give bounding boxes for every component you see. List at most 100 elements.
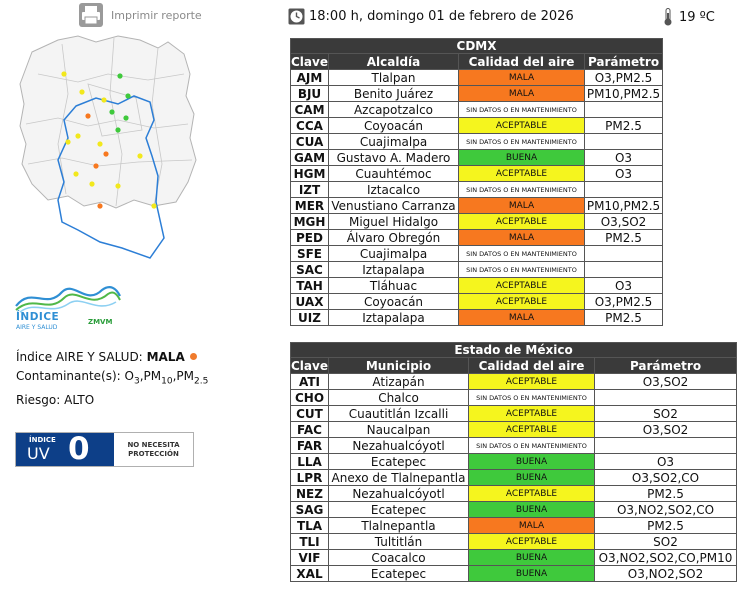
station-code: UIZ (290, 309, 329, 326)
air-quality-cell: ACEPTABLE (468, 405, 595, 422)
table-row: VIF Coacalco BUENA O3,NO2,SO2,CO,PM10 (290, 549, 738, 566)
station-code: TLA (290, 517, 329, 534)
air-quality-cell: MALA (468, 517, 595, 534)
table-row: GAM Gustavo A. Madero BUENA O3 (290, 149, 664, 166)
column-header: Parámetro (593, 357, 738, 374)
table-row: CUT Cuautitlán Izcalli ACEPTABLE SO2 (290, 405, 738, 422)
uv-value-panel: ÍNDICE UV 0 (16, 431, 114, 467)
table-row: NEZ Nezahualcóyotl ACEPTABLE PM2.5 (290, 485, 738, 502)
station-location: Nezahualcóyotl (328, 485, 469, 502)
station-marker (115, 183, 121, 189)
column-header: Municipio (328, 357, 469, 374)
station-code: CCA (290, 117, 329, 134)
air-quality-cell: ACEPTABLE (458, 117, 585, 134)
column-header: Alcaldía (328, 53, 459, 70)
logo-title: ÍNDICE (16, 311, 60, 323)
indice-value: MALA (146, 350, 185, 364)
air-quality-cell: BUENA (468, 453, 595, 470)
station-code: NEZ (290, 485, 329, 502)
station-location: Tlalpan (328, 69, 459, 86)
parameter-cell (583, 133, 664, 150)
station-code: GAM (290, 149, 329, 166)
station-location: Miguel Hidalgo (328, 213, 459, 230)
table-row: CCA Coyoacán ACEPTABLE PM2.5 (290, 117, 664, 134)
cdmx-table: CDMX Clave Alcaldía Calidad del aire Par… (289, 38, 664, 326)
parameter-cell: PM2.5 (583, 229, 664, 246)
air-quality-cell: SIN DATOS O EN MANTENIMIENTO (458, 181, 585, 198)
air-quality-cell: SIN DATOS O EN MANTENIMIENTO (458, 261, 585, 278)
parameter-cell: O3,SO2 (593, 373, 738, 390)
station-location: Ecatepec (328, 565, 469, 582)
station-location: Ecatepec (328, 501, 469, 518)
table-row: IZT Iztacalco SIN DATOS O EN MANTENIMIENTO (290, 181, 664, 198)
station-code: CUT (290, 405, 329, 422)
station-location: Gustavo A. Madero (328, 149, 459, 166)
station-location: Benito Juárez (328, 85, 459, 102)
parameter-cell: PM2.5 (593, 485, 738, 502)
parameter-cell (593, 389, 738, 406)
station-location: Coyoacán (328, 293, 459, 310)
parameter-cell (583, 181, 664, 198)
station-marker (103, 151, 109, 157)
uv-value: 0 (68, 431, 90, 467)
station-code: FAC (290, 421, 329, 438)
cdmx-boundary (57, 95, 165, 259)
station-code: SAC (290, 261, 329, 278)
parameter-cell: SO2 (593, 533, 738, 550)
parameter-cell: O3 (593, 453, 738, 470)
column-header: Clave (290, 357, 329, 374)
parameter-cell: PM10,PM2.5 (583, 197, 664, 214)
table-row: CAM Azcapotzalco SIN DATOS O EN MANTENIMIE… (290, 101, 664, 118)
table-row: SFE Cuajimalpa SIN DATOS O EN MANTENIMIENT… (290, 245, 664, 262)
station-location: Nezahualcóyotl (328, 437, 469, 454)
parameter-cell: O3,SO2 (593, 421, 738, 438)
table-row: XAL Ecatepec BUENA O3,NO2,SO2 (290, 565, 738, 582)
station-code: BJU (290, 85, 329, 102)
zmvm-station-map (19, 35, 197, 259)
station-marker (97, 203, 103, 209)
print-report-label: Imprimir reporte (111, 8, 202, 22)
parameter-cell: O3 (583, 149, 664, 166)
air-quality-cell: BUENA (468, 549, 595, 566)
parameter-cell: O3,NO2,SO2,CO,PM10 (593, 549, 738, 566)
table-row: MER Venustiano Carranza MALA PM10,PM2.5 (290, 197, 664, 214)
station-marker (101, 97, 107, 103)
parameter-cell: O3,PM2.5 (583, 69, 664, 86)
uv-message-line1: NO NECESITA (127, 440, 180, 449)
table-row: LLA Ecatepec BUENA O3 (290, 453, 738, 470)
air-quality-cell: ACEPTABLE (458, 213, 585, 230)
air-quality-cell: MALA (458, 85, 585, 102)
table-row: AJM Tlalpan MALA O3,PM2.5 (290, 69, 664, 86)
report-datetime: 18:00 h, domingo 01 de febrero de 2026 (288, 8, 574, 25)
column-header: Calidad del aire (468, 357, 595, 374)
logo-brand: ZMVM (88, 318, 113, 326)
station-marker (79, 89, 85, 95)
print-report-button[interactable]: Imprimir reporte (78, 2, 202, 28)
station-location: Cuauhtémoc (328, 165, 459, 182)
parameter-cell (583, 101, 664, 118)
station-location: Cuautitlán Izcalli (328, 405, 469, 422)
air-quality-cell: ACEPTABLE (458, 293, 585, 310)
station-code: LPR (290, 469, 329, 486)
station-markers (61, 71, 157, 209)
parameter-cell: O3,SO2 (583, 213, 664, 230)
station-code: SFE (290, 245, 329, 262)
station-location: Anexo de Tlalnepantla (328, 469, 469, 486)
air-quality-cell: SIN DATOS O EN MANTENIMIENTO (458, 101, 585, 118)
air-quality-cell: SIN DATOS O EN MANTENIMIENTO (468, 437, 595, 454)
table-row: ATI Atizapán ACEPTABLE O3,SO2 (290, 373, 738, 390)
air-quality-cell: ACEPTABLE (458, 165, 585, 182)
station-marker (61, 71, 67, 77)
air-quality-cell: SIN DATOS O EN MANTENIMIENTO (458, 245, 585, 262)
station-location: Cuajimalpa (328, 245, 459, 262)
station-code: TLI (290, 533, 329, 550)
station-location: Tultitlán (328, 533, 469, 550)
station-code: MER (290, 197, 329, 214)
station-code: LLA (290, 453, 329, 470)
station-location: Chalco (328, 389, 469, 406)
parameter-cell: SO2 (593, 405, 738, 422)
air-quality-cell: ACEPTABLE (468, 485, 595, 502)
air-quality-cell: ACEPTABLE (468, 421, 595, 438)
table-row: SAG Ecatepec BUENA O3,NO2,SO2,CO (290, 501, 738, 518)
parameter-cell: O3,SO2,CO (593, 469, 738, 486)
